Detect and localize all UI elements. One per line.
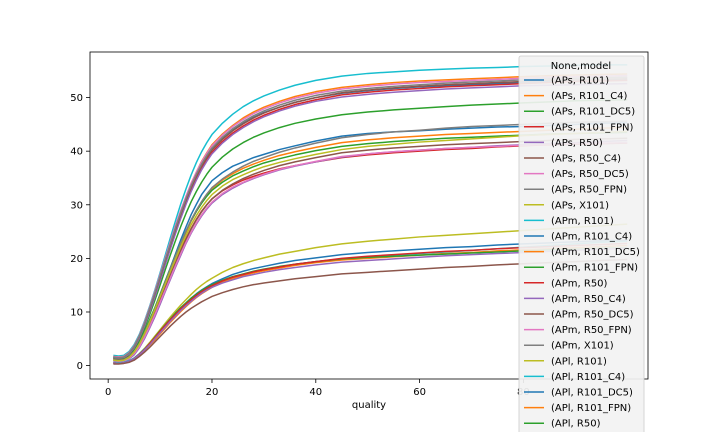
legend-label-20: (APl, R101_DC5) xyxy=(551,388,633,399)
series-line-12 xyxy=(113,98,628,360)
legend-label-2: (APs, R101_DC5) xyxy=(551,107,635,118)
legend-label-10: (APm, R101_C4) xyxy=(551,232,632,243)
x-axis: 020406080 xyxy=(105,379,530,398)
x-tick-label-0: 0 xyxy=(105,387,111,398)
series-line-6 xyxy=(113,141,628,363)
legend-label-9: (APm, R101) xyxy=(551,216,614,227)
y-tick-label-2: 20 xyxy=(70,254,83,265)
legend-title: None,model xyxy=(551,61,611,72)
series-line-25 xyxy=(113,258,628,365)
legend-label-11: (APm, R101_DC5) xyxy=(551,247,640,258)
legend-label-7: (APs, R50_FPN) xyxy=(551,185,627,196)
x-tick-label-1: 20 xyxy=(206,387,219,398)
y-tick-label-3: 30 xyxy=(70,200,83,211)
legend-label-17: (APm, X101) xyxy=(551,341,614,352)
legend-items: (APs, R101) (APs, R101_C4) (APs, R101_DC5)… xyxy=(524,76,640,430)
legend-label-15: (APm, R50_DC5) xyxy=(551,310,634,321)
y-tick-label-4: 40 xyxy=(70,147,83,158)
legend-label-5: (APs, R50_C4) xyxy=(551,154,621,165)
x-axis-label: quality xyxy=(352,400,386,411)
legend-label-4: (APs, R50) xyxy=(551,138,603,149)
legend: None,model (APs, R101)(APs, R101_C4)(APs… xyxy=(518,55,645,436)
y-tick-label-1: 10 xyxy=(70,307,83,318)
legend-label-3: (APs, R101_FPN) xyxy=(551,122,633,133)
y-tick-label-5: 50 xyxy=(70,93,83,104)
legend-label-22: (APl, R50) xyxy=(551,419,601,430)
legend-label-13: (APm, R50) xyxy=(551,278,608,289)
plot-frame xyxy=(89,51,649,380)
legend-label-18: (APl, R101) xyxy=(551,356,607,367)
series-line-8 xyxy=(113,130,628,362)
y-axis: 0 10 20 30 40 50 xyxy=(70,93,90,372)
x-tick-label-2: 40 xyxy=(309,387,322,398)
series-layer xyxy=(113,64,628,365)
legend-label-12: (APm, R101_FPN) xyxy=(551,263,638,274)
series-line-17 xyxy=(113,76,628,359)
legend-label-16: (APm, R50_FPN) xyxy=(551,325,632,336)
legend-label-19: (APl, R101_C4) xyxy=(551,372,625,383)
legend-label-21: (APl, R101_FPN) xyxy=(551,403,631,414)
legend-box xyxy=(518,55,645,436)
legend-label-6: (APs, R50_DC5) xyxy=(551,169,629,180)
x-tick-label-3: 60 xyxy=(413,387,426,398)
legend-label-14: (APm, R50_C4) xyxy=(551,294,626,305)
series-line-24 xyxy=(113,247,628,365)
legend-label-1: (APs, R101_C4) xyxy=(551,91,628,102)
y-tick-label-0: 0 xyxy=(77,361,83,372)
legend-label-8: (APs, X101) xyxy=(551,200,609,211)
legend-label-0: (APs, R101) xyxy=(551,76,609,87)
series-line-14 xyxy=(113,82,628,359)
